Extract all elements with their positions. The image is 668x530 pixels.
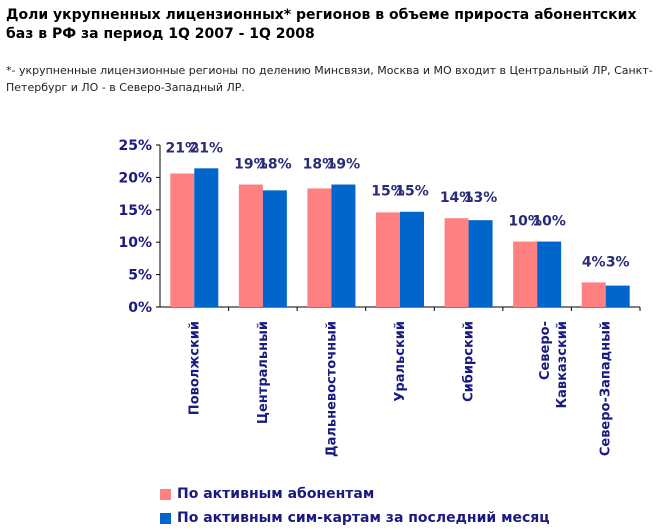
data-label: 19%: [327, 157, 361, 173]
category-label-line: Центральный: [256, 321, 271, 424]
y-tick-label: 25%: [118, 138, 152, 154]
bar-active-subscribers: [581, 282, 606, 307]
category-label-line: Поволжский: [187, 321, 202, 415]
bar-active-subscribers: [513, 241, 538, 307]
category-label: Сибирский: [462, 321, 477, 402]
category-label: Уральский: [393, 321, 408, 402]
bar-active-sim: [400, 211, 424, 307]
bar-active-subscribers: [444, 218, 469, 307]
y-tick-label: 20%: [118, 170, 152, 186]
bar-active-subscribers: [238, 184, 263, 307]
category-label: Северо-Западный: [599, 321, 614, 456]
category-label-line: Уральский: [393, 321, 408, 402]
bar-chart: 0%5%10%15%20%25% 21%21%Поволжский19%18%Це…: [118, 138, 641, 457]
data-label: 21%: [190, 140, 224, 156]
data-label: 3%: [606, 254, 630, 270]
category-label-line: Северо-: [538, 321, 553, 380]
category-label: Дальневосточный: [324, 321, 339, 457]
data-label: 4%: [582, 254, 606, 270]
y-tick-label: 0%: [128, 300, 152, 316]
bar-active-subscribers: [376, 212, 400, 307]
data-label: 13%: [464, 190, 498, 206]
data-label: 15%: [371, 184, 405, 200]
category-label-line: Сибирский: [462, 321, 477, 402]
bar-active-sim: [468, 220, 493, 307]
data-label: 10%: [508, 214, 542, 230]
category-label: Поволжский: [187, 321, 202, 415]
category-label-line: Дальневосточный: [324, 321, 339, 457]
legend-swatch: [160, 488, 171, 500]
category-label-line: Северо-Западный: [599, 321, 614, 456]
bar-active-subscribers: [170, 173, 195, 307]
bar-active-sim: [605, 285, 630, 307]
bar-active-subscribers: [307, 188, 332, 307]
y-tick-label: 5%: [128, 268, 152, 284]
y-tick-label: 15%: [118, 203, 152, 219]
category-label-line: Кавказский: [555, 321, 570, 409]
data-label: 14%: [440, 190, 474, 206]
data-label: 18%: [258, 157, 292, 173]
data-label: 19%: [234, 157, 268, 173]
legend-label: По активным сим-картам за последний меся…: [177, 510, 550, 526]
bar-active-sim: [262, 190, 287, 307]
category-label: Северо- Кавказский: [538, 321, 570, 409]
legend-swatch: [160, 512, 171, 524]
footnote: *- укрупненные лицензионные регионы по д…: [6, 64, 653, 94]
chart-title: Доли укрупненных лицензионных* регионов …: [6, 7, 637, 42]
legend-item: По активным абонентам: [160, 482, 550, 506]
bar-active-sim: [331, 184, 356, 307]
legend-item: По активным сим-картам за последний меся…: [160, 506, 550, 530]
bar-active-sim: [194, 168, 219, 307]
y-tick-label: 10%: [118, 235, 152, 251]
chart-legend: По активным абонентам По активным сим-кар…: [160, 482, 550, 530]
data-label: 18%: [303, 157, 337, 173]
bar-active-sim: [537, 241, 562, 307]
data-label: 10%: [532, 214, 566, 230]
category-label: Центральный: [256, 321, 271, 424]
data-label: 15%: [395, 184, 429, 200]
legend-label: По активным абонентам: [177, 486, 375, 502]
data-label: 21%: [166, 140, 200, 156]
